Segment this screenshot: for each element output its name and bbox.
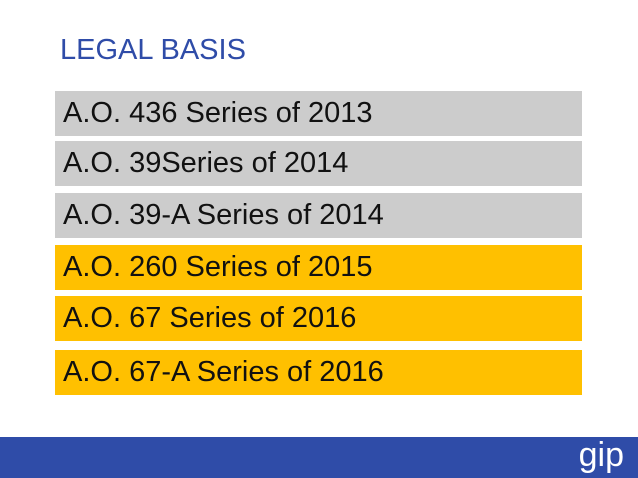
list-item-ao-39: A.O. 39Series of 2014 [55,141,582,186]
list-item-ao-67a: A.O. 67-A Series of 2016 [55,350,582,395]
list-item-ao-260: A.O. 260 Series of 2015 [55,245,582,290]
list-item-ao-436: A.O. 436 Series of 2013 [55,91,582,136]
list-item-ao-67: A.O. 67 Series of 2016 [55,296,582,341]
list-item-ao-39a: A.O. 39-A Series of 2014 [55,193,582,238]
gip-logo: gip [578,436,624,474]
slide-title: LEGAL BASIS [60,34,246,66]
footer-bar: gip [0,436,638,478]
